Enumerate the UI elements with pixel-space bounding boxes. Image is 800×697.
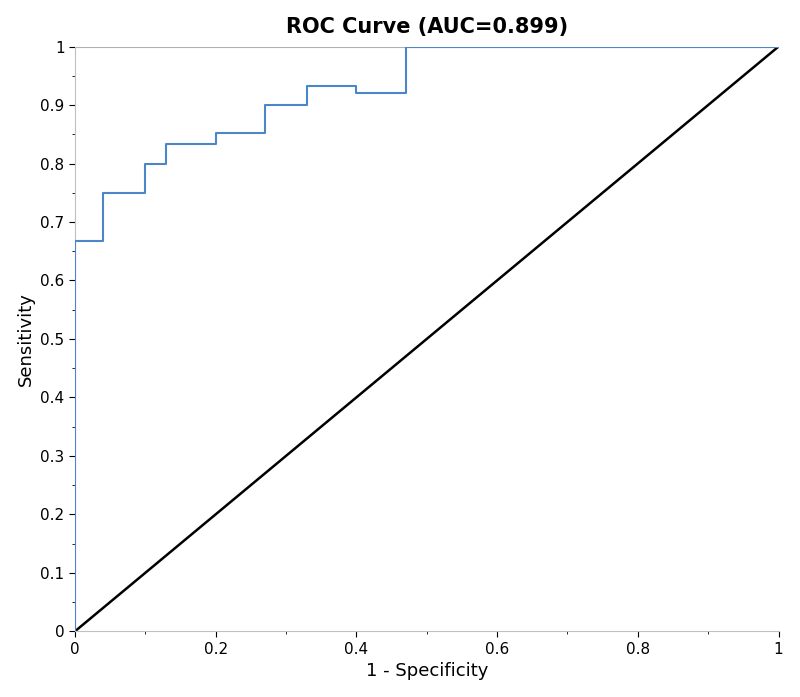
Title: ROC Curve (AUC=0.899): ROC Curve (AUC=0.899)	[286, 17, 568, 37]
X-axis label: 1 - Specificity: 1 - Specificity	[366, 662, 488, 680]
Y-axis label: Sensitivity: Sensitivity	[17, 292, 34, 386]
